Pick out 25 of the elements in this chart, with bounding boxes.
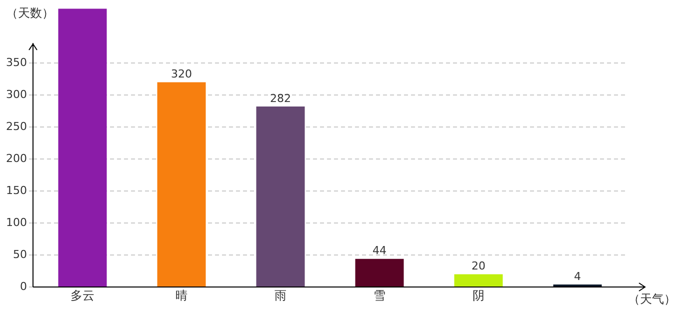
x-axis-title: （天气） bbox=[628, 292, 676, 306]
data-label: 44 bbox=[372, 244, 386, 258]
data-label: 4 bbox=[574, 270, 581, 283]
data-label: 282 bbox=[270, 92, 291, 105]
y-axis-title: （天数） bbox=[6, 6, 54, 20]
bar bbox=[58, 8, 107, 286]
x-tick-label: 晴 bbox=[176, 288, 188, 302]
y-tick-label: 100 bbox=[6, 216, 27, 229]
y-tick-label: 200 bbox=[6, 152, 27, 165]
x-tick-label: 阴 bbox=[472, 288, 484, 302]
bar bbox=[256, 106, 305, 286]
y-tick-label: 350 bbox=[6, 56, 27, 69]
y-tick-label: 0 bbox=[20, 280, 27, 293]
bar bbox=[454, 274, 503, 286]
x-tick-label: 多云 bbox=[70, 288, 94, 302]
y-tick-label: 150 bbox=[6, 184, 27, 197]
data-label: 320 bbox=[171, 68, 192, 81]
y-tick-label: 300 bbox=[6, 88, 27, 101]
data-label: 20 bbox=[472, 260, 486, 273]
bar bbox=[355, 258, 404, 286]
y-tick-label: 50 bbox=[13, 248, 27, 261]
bar bbox=[157, 82, 206, 286]
y-tick-label: 250 bbox=[6, 120, 27, 133]
x-tick-label: 雪 bbox=[374, 288, 386, 302]
x-tick-label: 雨 bbox=[274, 288, 286, 302]
